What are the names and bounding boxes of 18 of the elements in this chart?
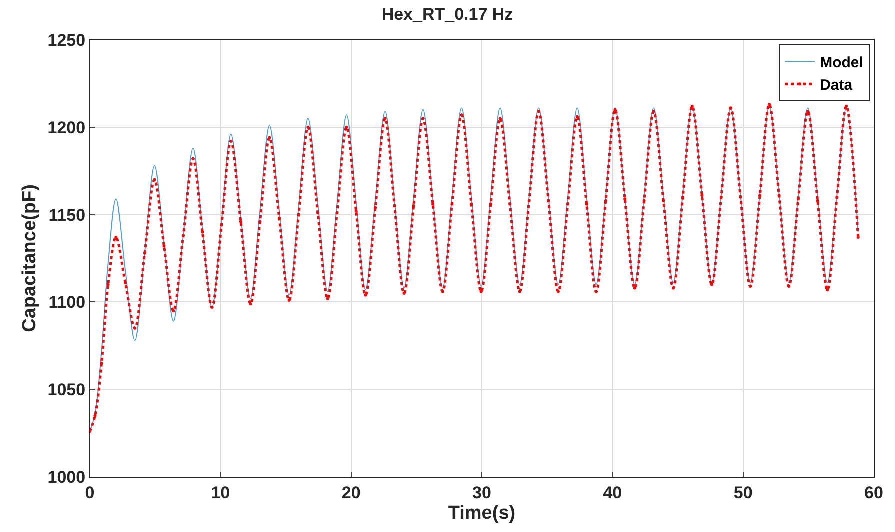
y-tick-label: 1200 (48, 118, 86, 138)
y-tick-label: 1000 (48, 468, 86, 487)
x-tick-label: 20 (342, 483, 361, 502)
y-tick-label: 1050 (48, 380, 86, 400)
x-tick-label: 30 (472, 483, 492, 502)
x-axis-title: Time(s) (448, 503, 516, 524)
x-tick-label: 60 (864, 483, 884, 502)
x-tick-label: 50 (734, 483, 753, 502)
x-tick-label: 0 (85, 483, 95, 502)
y-tick-label: 1250 (48, 30, 86, 50)
x-tick-label: 40 (603, 483, 622, 502)
legend-label: Model (820, 54, 864, 72)
y-tick-label: 1100 (48, 293, 86, 312)
chart-title: Hex_RT_0.17 Hz (382, 4, 514, 24)
x-tick-label: 10 (211, 483, 230, 502)
legend-label: Data (820, 76, 854, 94)
y-tick-label: 1150 (48, 206, 86, 225)
y-axis-title: Capacitance(pF) (20, 184, 41, 332)
